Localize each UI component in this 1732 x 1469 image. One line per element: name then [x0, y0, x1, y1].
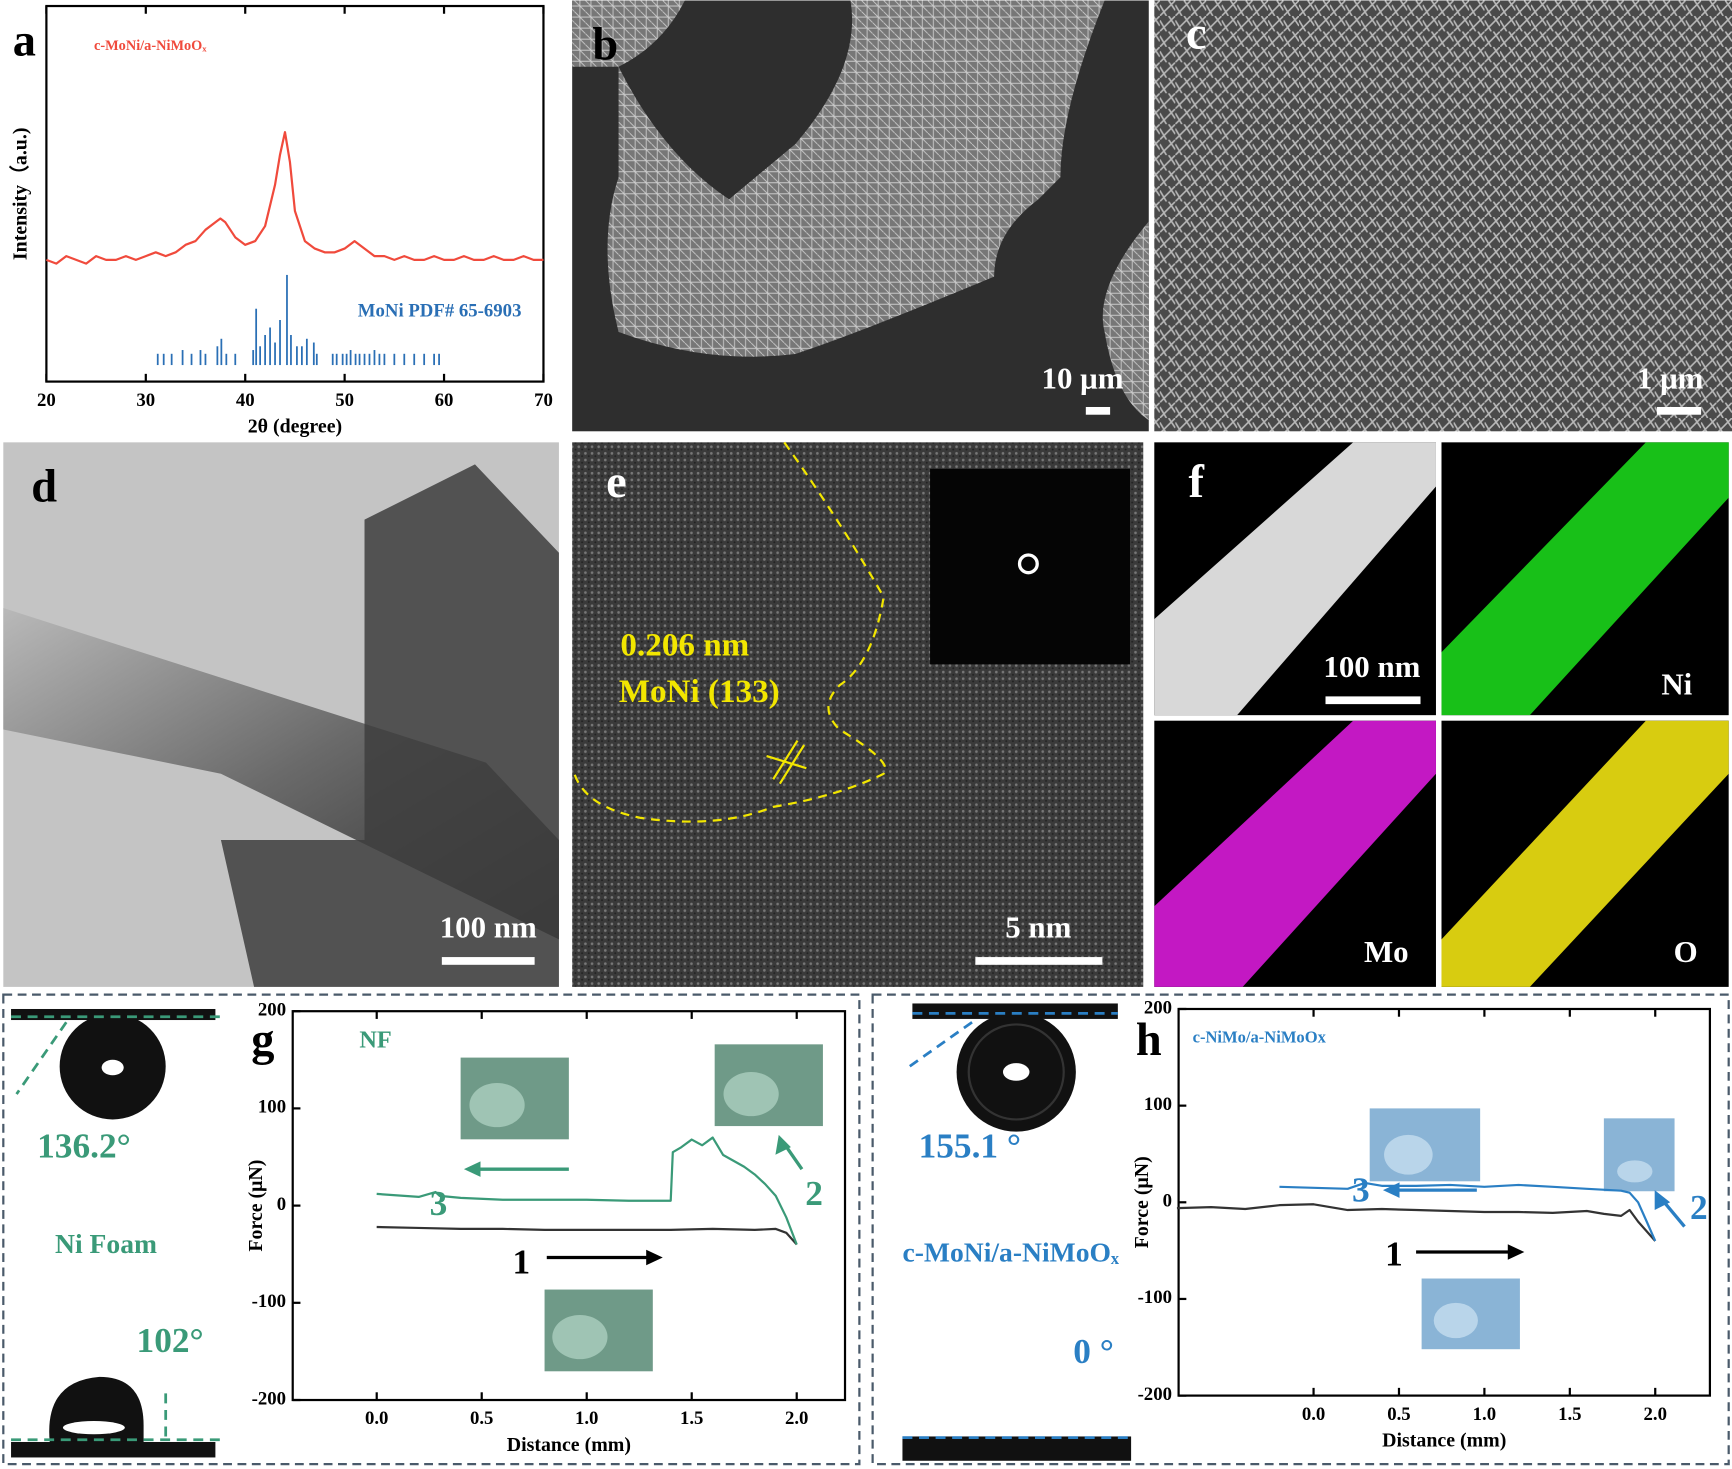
scale-bar — [1325, 696, 1421, 705]
x-tick-label: 0.0 — [1302, 1404, 1325, 1425]
scale-bar-label: 1 μm — [1637, 361, 1704, 396]
y-axis-label: Intensity（a.u.) — [9, 128, 32, 261]
y-axis-label: Force (μN) — [245, 1160, 267, 1252]
data-line — [46, 131, 544, 265]
panel-label: h — [1136, 1015, 1162, 1066]
y-tick-label: 200 — [258, 1000, 286, 1021]
y-axis-label: Force (μN) — [1131, 1156, 1153, 1248]
y-tick-label: 0 — [277, 1194, 286, 1215]
annotation: 1 — [513, 1242, 531, 1281]
y-tick-label: -100 — [252, 1291, 286, 1312]
sample-label: Ni Foam — [55, 1228, 157, 1259]
x-tick-label: 70 — [534, 390, 553, 411]
scale-bar-label: 100 nm — [440, 910, 537, 945]
annotation: 3 — [430, 1184, 448, 1223]
x-axis-label: Distance (mm) — [1382, 1430, 1506, 1452]
hrtem-e: e 0.206 nm MoNi (133) 5 nm — [572, 441, 1144, 987]
contact-angle: 102° — [137, 1321, 204, 1360]
y-tick-label: 100 — [258, 1097, 286, 1118]
data-line — [376, 1136, 798, 1245]
annotation: 1 — [1385, 1235, 1403, 1274]
x-tick-label: 40 — [236, 390, 255, 411]
annotation: 3 — [1352, 1171, 1370, 1210]
eds-f: f 100 nm Ni Mo O — [1154, 442, 1729, 987]
panel-box — [2, 993, 861, 1466]
series-label: c-MoNi/a-NiMoOₓ — [94, 38, 207, 54]
x-tick-label: 1.5 — [680, 1408, 703, 1429]
y-tick-label: -200 — [252, 1388, 286, 1409]
arrows — [463, 1134, 1686, 1266]
scale-bar — [1085, 406, 1111, 415]
panel-label: c — [1186, 9, 1207, 60]
y-tick-label: -200 — [1138, 1384, 1172, 1405]
data-line — [376, 1225, 798, 1246]
contact-angle: 0 ° — [1073, 1332, 1114, 1371]
panel-label: d — [31, 462, 57, 513]
sem-b: b 10 μm — [572, 0, 1149, 432]
element-label: O — [1674, 934, 1698, 969]
data-line — [1176, 1203, 1657, 1242]
x-tick-label: 2.0 — [1644, 1404, 1667, 1425]
plot-frame — [45, 4, 545, 383]
panel-label: g — [251, 1015, 274, 1066]
sem-c: c 1 μm — [1154, 0, 1732, 432]
lattice-plane: MoNi (133) — [619, 673, 780, 710]
scale-bar — [441, 957, 535, 965]
x-tick-label: 2.0 — [785, 1408, 808, 1429]
scale-bar-label: 5 nm — [1005, 910, 1071, 945]
element-label: Mo — [1364, 934, 1409, 969]
data-line — [1279, 1181, 1657, 1242]
panel-label: a — [13, 15, 36, 66]
element-label: Ni — [1661, 667, 1692, 702]
y-tick-label: -100 — [1138, 1287, 1172, 1308]
scale-bar-label: 10 μm — [1042, 361, 1124, 396]
tem-d: d 100 nm — [3, 442, 559, 987]
panel-box — [871, 993, 1730, 1466]
d-spacing: 0.206 nm — [620, 626, 749, 663]
x-tick-label: 50 — [335, 390, 354, 411]
x-tick-label: 0.5 — [470, 1408, 493, 1429]
x-tick-label: 30 — [136, 390, 155, 411]
panel-label: b — [592, 20, 618, 71]
x-tick-label: 0.5 — [1387, 1404, 1410, 1425]
x-axis-label: 2θ (degree) — [248, 416, 342, 438]
x-tick-label: 1.5 — [1558, 1404, 1581, 1425]
scale-bar-label: 100 nm — [1323, 649, 1420, 684]
x-tick-label: 20 — [37, 390, 56, 411]
y-tick-label: 200 — [1144, 997, 1172, 1018]
y-tick-label: 100 — [1144, 1094, 1172, 1115]
chart-title: NF — [359, 1027, 391, 1054]
droplet-h: 155.1 ° c-MoNi/a-NiMoOₓ 0 ° — [902, 1003, 1132, 1461]
x-tick-label: 1.0 — [575, 1408, 598, 1429]
droplet-g: 136.2° Ni Foam 102° — [11, 1008, 221, 1458]
scale-bar — [1656, 406, 1702, 415]
series-label: MoNi PDF# 65-6903 — [358, 300, 522, 321]
contact-angle: 155.1 ° — [919, 1126, 1021, 1165]
x-axis-label: Distance (mm) — [507, 1434, 631, 1456]
y-tick-label: 0 — [1163, 1191, 1172, 1212]
chart-title: c-NiMo/a-NiMoOx — [1193, 1028, 1327, 1047]
x-tick-label: 60 — [435, 390, 454, 411]
x-tick-label: 0.0 — [365, 1408, 388, 1429]
x-tick-label: 1.0 — [1473, 1404, 1496, 1425]
annotation: 2 — [805, 1174, 823, 1213]
contact-angle: 136.2° — [37, 1126, 131, 1165]
panel-label: f — [1189, 457, 1205, 508]
panel-label: e — [606, 457, 627, 508]
scale-bar — [975, 957, 1103, 965]
sample-label: c-MoNi/a-NiMoOₓ — [902, 1237, 1119, 1268]
annotation: 2 — [1690, 1188, 1708, 1227]
insets — [460, 1044, 1675, 1372]
